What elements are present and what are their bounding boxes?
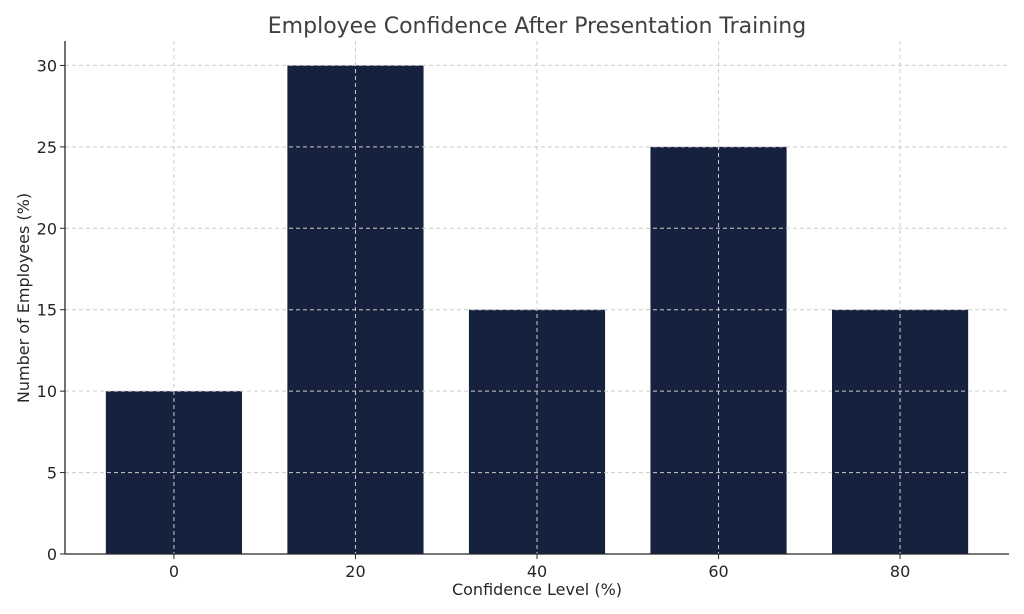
y-tick-label-25: 25 bbox=[37, 138, 57, 157]
y-tick-label-15: 15 bbox=[37, 301, 57, 320]
y-tick-label-20: 20 bbox=[37, 219, 57, 238]
x-ticks: 0 20 40 60 80 bbox=[169, 554, 910, 581]
y-tick-label-5: 5 bbox=[47, 464, 57, 483]
chart-title: Employee Confidence After Presentation T… bbox=[268, 14, 806, 39]
y-tick-label-0: 0 bbox=[47, 545, 57, 564]
y-ticks: 0 5 10 15 20 25 30 bbox=[37, 56, 65, 564]
x-tick-label-20: 20 bbox=[345, 562, 365, 581]
y-tick-label-30: 30 bbox=[37, 56, 57, 75]
x-axis-label: Confidence Level (%) bbox=[452, 580, 622, 599]
x-tick-label-0: 0 bbox=[169, 562, 179, 581]
grid bbox=[65, 41, 1009, 554]
x-tick-label-40: 40 bbox=[527, 562, 547, 581]
x-tick-label-60: 60 bbox=[708, 562, 728, 581]
x-tick-label-80: 80 bbox=[890, 562, 910, 581]
y-tick-label-10: 10 bbox=[37, 382, 57, 401]
y-axis-label: Number of Employees (%) bbox=[14, 193, 33, 403]
